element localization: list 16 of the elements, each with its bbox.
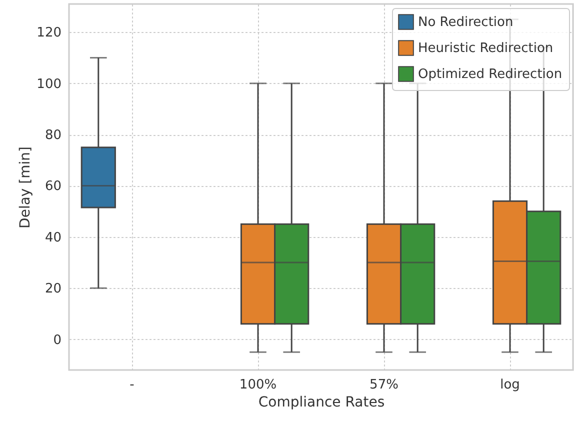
y-tick-label: 0 <box>53 332 62 348</box>
y-axis-title: Delay [min] <box>18 146 34 228</box>
x-axis-title: Compliance Rates <box>258 394 385 410</box>
y-tick-label: 20 <box>44 282 62 297</box>
x-tick-label: - <box>130 378 135 392</box>
x-tick-label: 100% <box>239 378 277 392</box>
y-tick-label: 100 <box>36 76 62 92</box>
legend-label: Optimized Redirection <box>418 67 562 82</box>
y-tick-label: 120 <box>36 26 62 41</box>
legend-label: No Redirection <box>418 15 514 30</box>
legend-label: Heuristic Redirection <box>418 41 554 56</box>
y-tick-label: 40 <box>44 230 62 246</box>
y-tick-label: 60 <box>44 179 62 194</box>
x-tick-label: 57% <box>370 378 398 392</box>
x-tick-label: log <box>500 378 520 392</box>
y-tick-label: 80 <box>44 128 62 144</box>
